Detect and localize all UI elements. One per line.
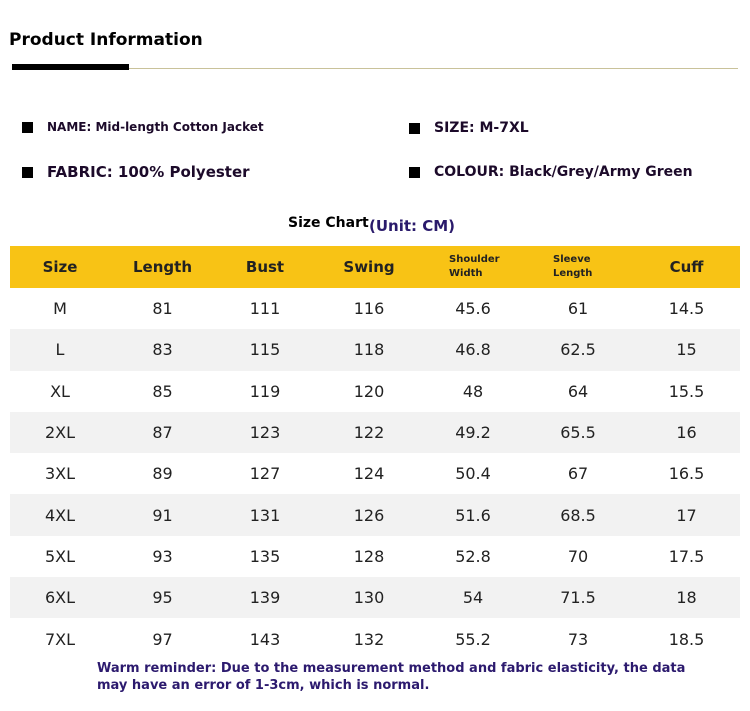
table-cell: 14.5 [668,299,705,319]
table-cell: 126 [315,494,423,536]
table-cell: 123 [215,411,315,454]
header-swing: Swing [315,246,423,288]
table-cell: 135 [249,546,281,566]
header-shoulder-width: Shoulder Width [423,246,523,288]
header-size: Size [10,246,110,288]
table-cell: 131 [215,494,315,536]
info-fabric-text: FABRIC: 100% Polyester [47,163,250,181]
info-size: SIZE: M-7XL [409,120,529,136]
table-cell: 70 [567,546,589,566]
info-name-text: NAME: Mid-length Cotton Jacket [47,120,264,134]
table-cell: 127 [249,464,281,484]
table-cell: 7XL [44,629,76,649]
info-name: NAME: Mid-length Cotton Jacket [22,120,264,134]
bullet-square-icon [409,122,420,134]
table-row: 4XL 91 131 126 51.6 68.5 17 [10,494,740,536]
table-cell: XL [50,381,70,401]
table-cell: 85 [152,381,173,401]
table-row: 7XL 97 143 132 55.2 73 18.5 [10,618,740,659]
table-cell: 55.2 [455,629,491,649]
table-cell: 97 [152,629,173,649]
title-divider [12,68,738,69]
table-cell: 62.5 [523,329,633,371]
table-cell: 120 [353,381,385,401]
table-cell: L [10,329,110,371]
table-cell: 81 [152,299,173,319]
title-underline-accent [12,64,129,70]
table-cell: 2XL [10,411,110,454]
table-cell: 73 [567,629,589,649]
table-row: L 83 115 118 46.8 62.5 15 [10,329,740,371]
header-sleeve-length: Sleeve Length [523,246,633,288]
table-row: 2XL 87 123 122 49.2 65.5 16 [10,411,740,454]
table-cell: 122 [315,411,423,454]
table-cell: 91 [110,494,215,536]
table-cell: 54 [423,577,523,619]
table-cell: 6XL [10,577,110,619]
header-bust: Bust [215,246,315,288]
table-cell: 17 [633,494,740,536]
table-cell: 49.2 [423,411,523,454]
table-cell: 65.5 [523,411,633,454]
table-cell: 71.5 [523,577,633,619]
table-cell: 64 [567,381,589,401]
bullet-square-icon [22,121,33,133]
page-title: Product Information [9,30,203,50]
table-cell: 45.6 [455,299,491,319]
header-cuff: Cuff [633,246,740,288]
table-cell: 16 [633,411,740,454]
size-chart-unit: (Unit: CM) [369,217,456,235]
table-cell: 4XL [10,494,110,536]
table-row: 6XL 95 139 130 54 71.5 18 [10,577,740,619]
table-cell: 143 [249,629,281,649]
table-cell: 89 [152,464,173,484]
table-cell: 50.4 [455,464,491,484]
table-cell: 132 [353,629,385,649]
table-cell: 67 [567,464,589,484]
table-cell: 116 [353,299,385,319]
size-chart-title: Size Chart [288,215,369,231]
table-cell: 128 [353,546,385,566]
table-cell: 68.5 [523,494,633,536]
table-cell: 115 [215,329,315,371]
table-row: M 81 111 116 45.6 61 14.5 [10,288,740,329]
info-size-text: SIZE: M-7XL [434,120,529,136]
table-cell: 130 [315,577,423,619]
table-cell: 17.5 [668,546,705,566]
warm-reminder: Warm reminder: Due to the measurement me… [97,661,686,693]
table-cell: 51.6 [423,494,523,536]
header-length: Length [110,246,215,288]
size-chart-table: Size Length Bust Swing Shoulder Width Sl… [10,246,740,660]
table-cell: 48 [462,381,484,401]
table-cell: 5XL [44,546,76,566]
table-cell: M [53,299,67,319]
table-cell: 95 [110,577,215,619]
table-cell: 119 [249,381,281,401]
table-cell: 93 [152,546,173,566]
bullet-square-icon [409,166,420,178]
table-cell: 18.5 [668,629,705,649]
info-fabric: FABRIC: 100% Polyester [22,163,250,181]
table-cell: 3XL [44,464,76,484]
info-colour: COLOUR: Black/Grey/Army Green [409,164,693,180]
table-cell: 61 [567,299,589,319]
info-colour-text: COLOUR: Black/Grey/Army Green [434,164,693,180]
table-row: 3XL 89 127 124 50.4 67 16.5 [10,453,740,494]
table-row: XL 85 119 120 48 64 15.5 [10,371,740,412]
table-cell: 52.8 [455,546,491,566]
table-cell: 18 [633,577,740,619]
table-cell: 118 [315,329,423,371]
table-cell: 15 [633,329,740,371]
table-cell: 139 [215,577,315,619]
table-cell: 46.8 [423,329,523,371]
bullet-square-icon [22,166,33,178]
table-header-row: Size Length Bust Swing Shoulder Width Sl… [10,246,740,288]
table-cell: 15.5 [668,381,705,401]
table-cell: 124 [353,464,385,484]
table-cell: 16.5 [668,464,705,484]
table-cell: 111 [249,299,281,319]
table-row: 5XL 93 135 128 52.8 70 17.5 [10,536,740,577]
table-cell: 83 [110,329,215,371]
table-cell: 87 [110,411,215,454]
